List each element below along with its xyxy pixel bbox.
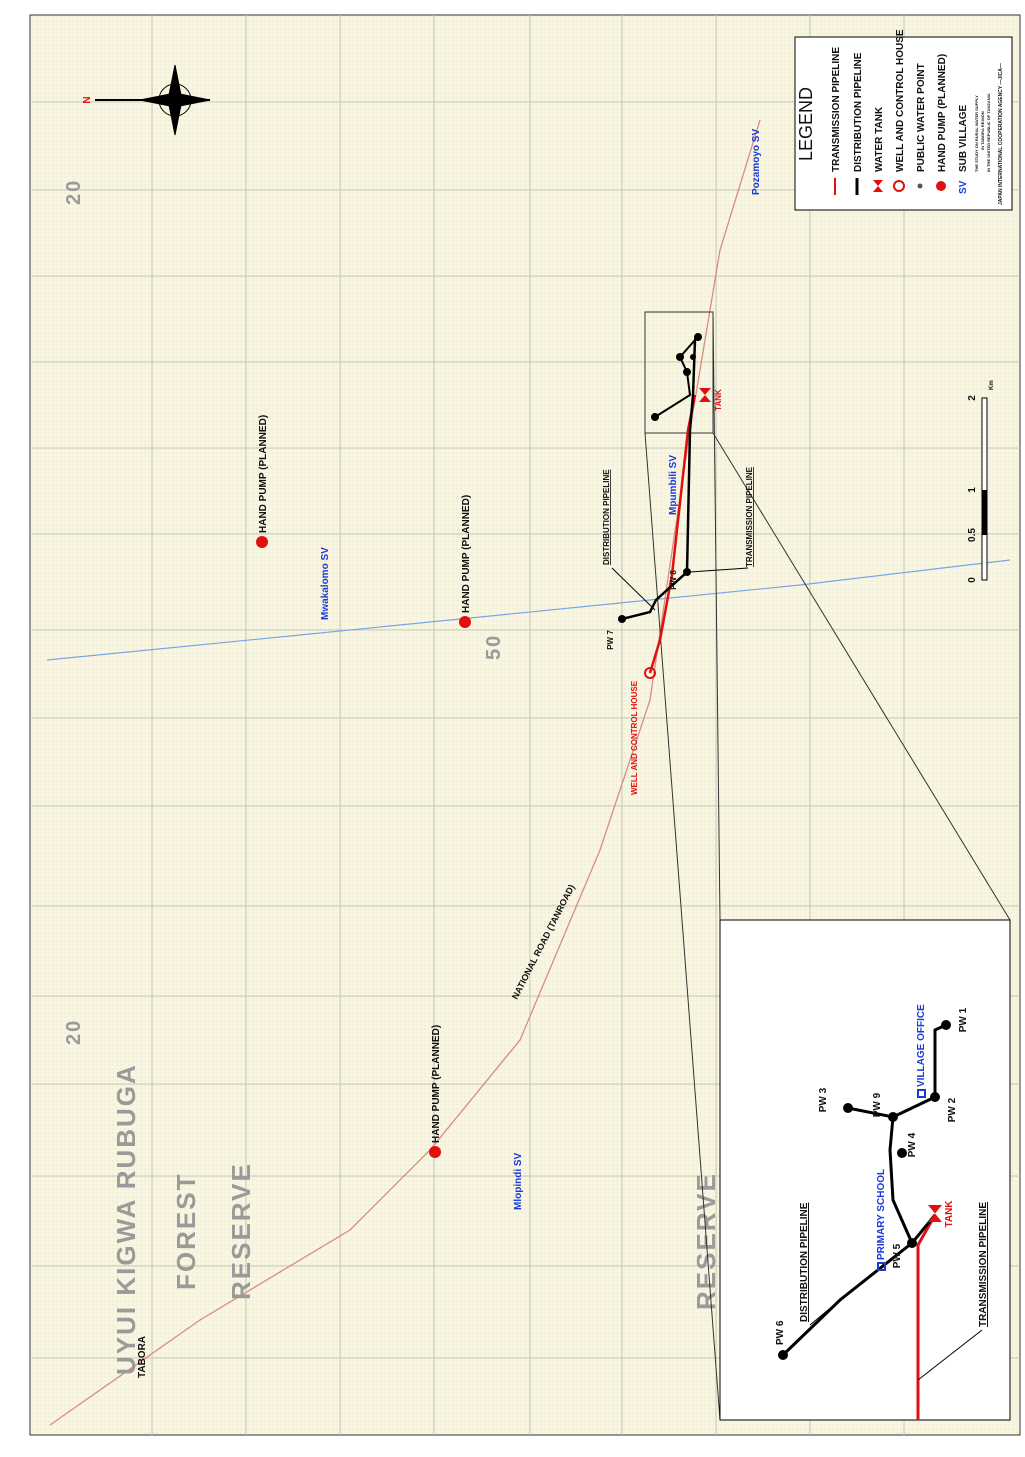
legend-label: HAND PUMP (PLANNED)	[937, 54, 948, 172]
hand-pump-icon	[459, 616, 471, 628]
pw-label: PW 3	[818, 1087, 829, 1112]
grid-label: 50	[483, 634, 505, 660]
inset-tank-label: TANK	[944, 1200, 955, 1228]
office-label: VILLAGE OFFICE	[916, 1004, 927, 1087]
hand-pump-icon	[256, 536, 268, 548]
study-title: IN TABORA REGION	[980, 111, 985, 150]
pw-label: PW 9	[872, 1092, 883, 1117]
pw-label: PW 4	[907, 1132, 918, 1157]
pipeline-label: DISTRIBUTION PIPELINE	[602, 469, 611, 565]
hand-pump-label: HAND PUMP (PLANNED)	[431, 1025, 442, 1143]
study-title: THE STUDY ON RURAL WATER SUPPLY	[974, 95, 979, 172]
north-label: N	[82, 96, 93, 103]
forest-label: UYUI KIGWA RUBUGA	[111, 1063, 141, 1375]
point-label: PW 7	[606, 630, 615, 650]
inset-pipeline-label: DISTRIBUTION PIPELINE	[799, 1202, 810, 1322]
legend-label: PUBLIC WATER POINT	[916, 63, 927, 172]
legend-label: WATER TANK	[874, 106, 885, 172]
pw-label: PW 5	[892, 1243, 903, 1268]
sub-village: Pozamoyo SV	[751, 129, 762, 195]
agency: JAPAN INTERNATIONAL COOPERATION AGENCY —…	[998, 63, 1004, 205]
pw-label: PW 1	[958, 1007, 969, 1032]
scale-label: 2	[967, 395, 978, 401]
legend-label: TRANSMISSION PIPELINE	[831, 47, 842, 172]
school-label: PRIMARY SCHOOL	[876, 1169, 887, 1260]
hand-pump-label: HAND PUMP (PLANNED)	[461, 495, 472, 613]
sub-village: Mpumbili SV	[668, 455, 679, 515]
legend-label: SUB VILLAGE	[958, 104, 969, 172]
hand-pump-label: HAND PUMP (PLANNED)	[258, 415, 269, 533]
well-label: WELL AND CONTROL HOUSE	[630, 680, 639, 795]
legend-title: LEGEND	[796, 87, 816, 161]
pw-label: PW 6	[775, 1320, 786, 1345]
hand-pump-icon	[429, 1146, 441, 1158]
tank-label: TANK	[714, 389, 723, 411]
sub-village: Mlopindi SV	[513, 1152, 524, 1210]
scale-label: 0	[967, 577, 978, 583]
scale-label: 1	[967, 487, 978, 493]
scale-unit: Km	[989, 380, 995, 390]
legend-symbol: SV	[958, 180, 969, 194]
map: N LEGEND TRANSMISSION PIPELINE DISTRIBUT…	[0, 0, 1025, 1452]
forest-label: FOREST	[171, 1173, 201, 1290]
point-label: PW 8	[669, 570, 678, 590]
pipeline-label: TRANSMISSION PIPELINE	[745, 466, 754, 567]
study-title: IN THE UNITED REPUBLIC OF TANZANIA	[986, 93, 991, 172]
pw-label: PW 2	[947, 1097, 958, 1122]
legend-label: DISTRIBUTION PIPELINE	[853, 52, 864, 172]
scale-bar-segment	[982, 490, 987, 535]
town-label: TABORA	[137, 1336, 148, 1378]
sub-village: Mwakalomo SV	[320, 547, 331, 620]
grid-label: 20	[63, 179, 85, 205]
legend-label: WELL AND CONTROL HOUSE	[895, 29, 906, 172]
inset-box	[720, 920, 1010, 1420]
inset-pipeline-label: TRANSMISSION PIPELINE	[978, 1202, 989, 1327]
forest-label: RESERVE	[226, 1162, 256, 1300]
scale-bar	[982, 398, 987, 580]
grid-label: 20	[63, 1019, 85, 1045]
scale-label: 0.5	[967, 528, 978, 542]
